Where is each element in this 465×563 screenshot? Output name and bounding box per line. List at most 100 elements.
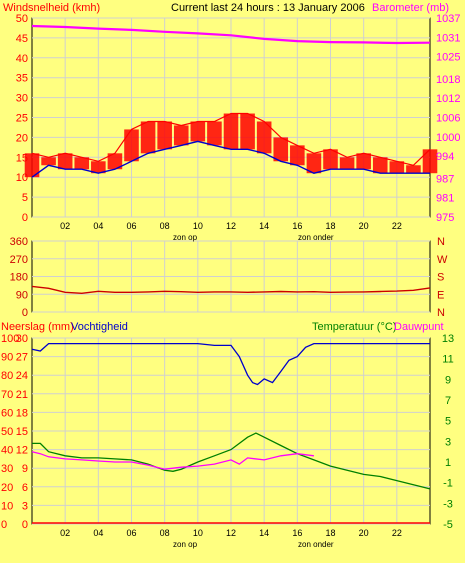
rain-tick-label: 15 [16,426,28,438]
wind-gust-bar [173,125,189,146]
humidity-tick-label: 40 [1,445,13,457]
axis-labels: 0202040406060808101012121414161618182020… [1,13,460,538]
wind-gust-bar [389,161,405,174]
humidity-tick-label: 50 [1,426,13,438]
x-tick-label-top: 22 [392,221,402,231]
wind-tick-label: 5 [22,192,28,204]
wind-tick-label: 15 [16,152,28,164]
x-tick-label-top: 06 [126,221,136,231]
rain-tick-label: 0 [22,519,28,531]
temperature-tick-label: 5 [445,416,451,428]
humidity-tick-label: 70 [1,389,13,401]
compass-letter-label: E [437,289,444,301]
x-tick-label-bottom: 20 [359,528,369,538]
wind-average-line [31,140,430,178]
compass-letter-label: N [437,236,445,248]
wind-gust-bar [91,161,106,174]
x-tick-label-bottom: 04 [93,528,103,538]
humidity-tick-label: 10 [1,500,13,512]
rain-tick-label: 12 [16,445,28,457]
x-tick-label-top: 12 [226,221,236,231]
barometer-tick-label: 1025 [436,52,460,64]
direction-tick-label: 0 [22,307,28,319]
barometer-tick-label: 1018 [436,74,460,86]
humidity-tick-label: 80 [1,370,13,382]
x-tick-label-bottom: 06 [126,528,136,538]
wind-direction-line [31,285,431,295]
chart-title: Current last 24 hours : 13 January 2006 [171,2,365,14]
barometer-tick-label: 987 [436,173,454,185]
wind-gust-bar [273,137,289,162]
x-tick-label-bottom: 02 [60,528,70,538]
wind-gust-bar [74,157,90,170]
wind-gust-bar [140,121,156,154]
wind-gust-bar [290,145,305,166]
dewpoint-axis-title: Dauwpunt [394,321,444,333]
humidity-tick-label: 60 [1,407,13,419]
direction-tick-label: 90 [16,289,28,301]
barometer-tick-label: 975 [436,212,454,224]
direction-tick-label: 360 [10,236,28,248]
dewpoint-line [31,451,314,470]
humidity-tick-label: 30 [1,463,13,475]
humidity-line [31,342,430,386]
wind-gust-bar [406,165,421,174]
wind-gust-bar [323,149,338,170]
barometer-tick-label: 1037 [436,13,460,25]
temperature-tick-label: 3 [445,436,451,448]
wind-tick-label: 45 [16,33,28,45]
wind-gust-bar [372,157,388,174]
x-tick-label-bottom: 16 [292,528,302,538]
direction-tick-label: 270 [10,254,28,266]
wind-gust-bar [223,113,239,150]
barometer-tick-label: 1031 [436,32,460,44]
rain-tick-label: 30 [16,333,28,345]
temperature-tick-label: 11 [442,354,453,366]
wind-gust-bar [422,149,438,174]
rain-tick-label: 18 [16,407,28,419]
wind-tick-label: 25 [16,113,28,125]
barometer-line [31,24,431,45]
rain-tick-label: 24 [16,370,28,382]
x-tick-label-top: 20 [359,221,369,231]
wind-tick-label: 0 [22,212,28,224]
humidity-axis-title: Vochtigheid [71,321,128,333]
sunset-label-bottom: zon onder [298,540,334,549]
barometer-tick-label: 1000 [436,132,460,144]
wind-gust-bar [306,153,322,174]
temperature-tick-label: -1 [443,478,453,490]
temperature-tick-label: -3 [443,498,453,510]
temperature-axis-title: Temperatuur (°C) [312,321,396,333]
wind-tick-label: 40 [16,53,28,65]
humidity-tick-label: 0 [1,519,7,531]
wind-gust-bar [24,153,40,178]
wind-gust-bar [240,113,255,150]
wind-tick-label: 10 [16,172,28,184]
wind-tick-label: 20 [16,132,28,144]
wind-tick-label: 30 [16,93,28,105]
x-tick-label-bottom: 22 [392,528,402,538]
barometer-tick-label: 1006 [436,113,460,125]
direction-tick-label: 180 [10,272,28,284]
temperature-tick-label: -5 [443,519,453,531]
compass-letter-label: W [437,254,448,266]
humidity-tick-label: 20 [1,482,13,494]
x-tick-label-bottom: 14 [259,528,269,538]
humidity-tick-label: 100 [1,333,19,345]
x-tick-label-top: 10 [193,221,203,231]
wind-gust-bar [256,121,272,154]
x-tick-label-bottom: 10 [193,528,203,538]
wind-tick-label: 50 [16,13,28,25]
humidity-tick-label: 90 [1,352,13,364]
x-tick-label-top: 14 [259,221,269,231]
series-lines [24,24,438,524]
wind-tick-label: 35 [16,73,28,85]
wind-gust-bar [339,157,355,170]
temperature-line [32,432,431,490]
rain-tick-label: 6 [22,482,28,494]
wind-gust-bar [124,129,139,162]
sunrise-label-bottom: zon op [173,540,198,549]
sunset-label-top: zon onder [298,233,334,242]
x-tick-label-top: 04 [93,221,103,231]
